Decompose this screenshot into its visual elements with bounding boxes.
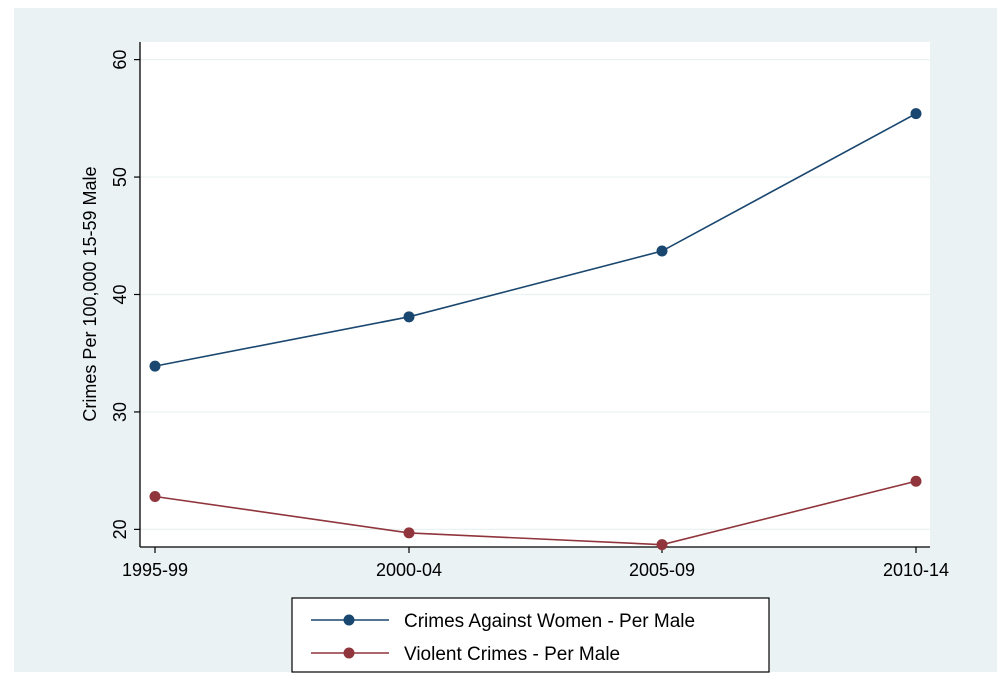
series-2 — [149, 475, 922, 551]
y-axis-title: Crimes Per 100,000 15-59 Male — [80, 166, 100, 421]
legend-marker-2 — [343, 647, 355, 659]
y-tick-label: 30 — [110, 402, 130, 422]
data-point — [656, 245, 668, 257]
data-point — [910, 108, 922, 120]
legend: Crimes Against Women - Per Male Violent … — [291, 597, 770, 673]
x-tick-label: 2000-04 — [376, 560, 442, 580]
legend-marker-1 — [343, 614, 355, 626]
y-tick-label: 50 — [110, 167, 130, 187]
series-line — [154, 112, 917, 367]
x-tick-label: 2010-14 — [883, 560, 949, 580]
y-tick-label: 60 — [110, 50, 130, 70]
data-point — [149, 491, 161, 502]
x-tick-label: 2005-09 — [629, 560, 695, 580]
y-tick-label: 20 — [110, 519, 130, 539]
y-tick-label: 40 — [110, 284, 130, 304]
data-point — [149, 360, 161, 372]
legend-box — [291, 597, 770, 673]
series-layer — [149, 108, 922, 551]
legend-label-1: Crimes Against Women - Per Male — [404, 611, 695, 632]
x-axis-ticks: 1995-99 2000-04 2005-09 2010-14 — [122, 547, 949, 580]
series-1 — [149, 108, 922, 372]
y-axis-ticks: 20 30 40 50 60 — [110, 50, 140, 539]
legend-label-2: Violent Crimes - Per Male — [404, 644, 620, 665]
data-point — [656, 539, 668, 551]
data-point — [403, 311, 415, 323]
x-tick-label: 1995-99 — [122, 560, 188, 580]
data-point — [403, 527, 415, 539]
data-point — [910, 475, 922, 487]
series-line — [154, 480, 917, 546]
